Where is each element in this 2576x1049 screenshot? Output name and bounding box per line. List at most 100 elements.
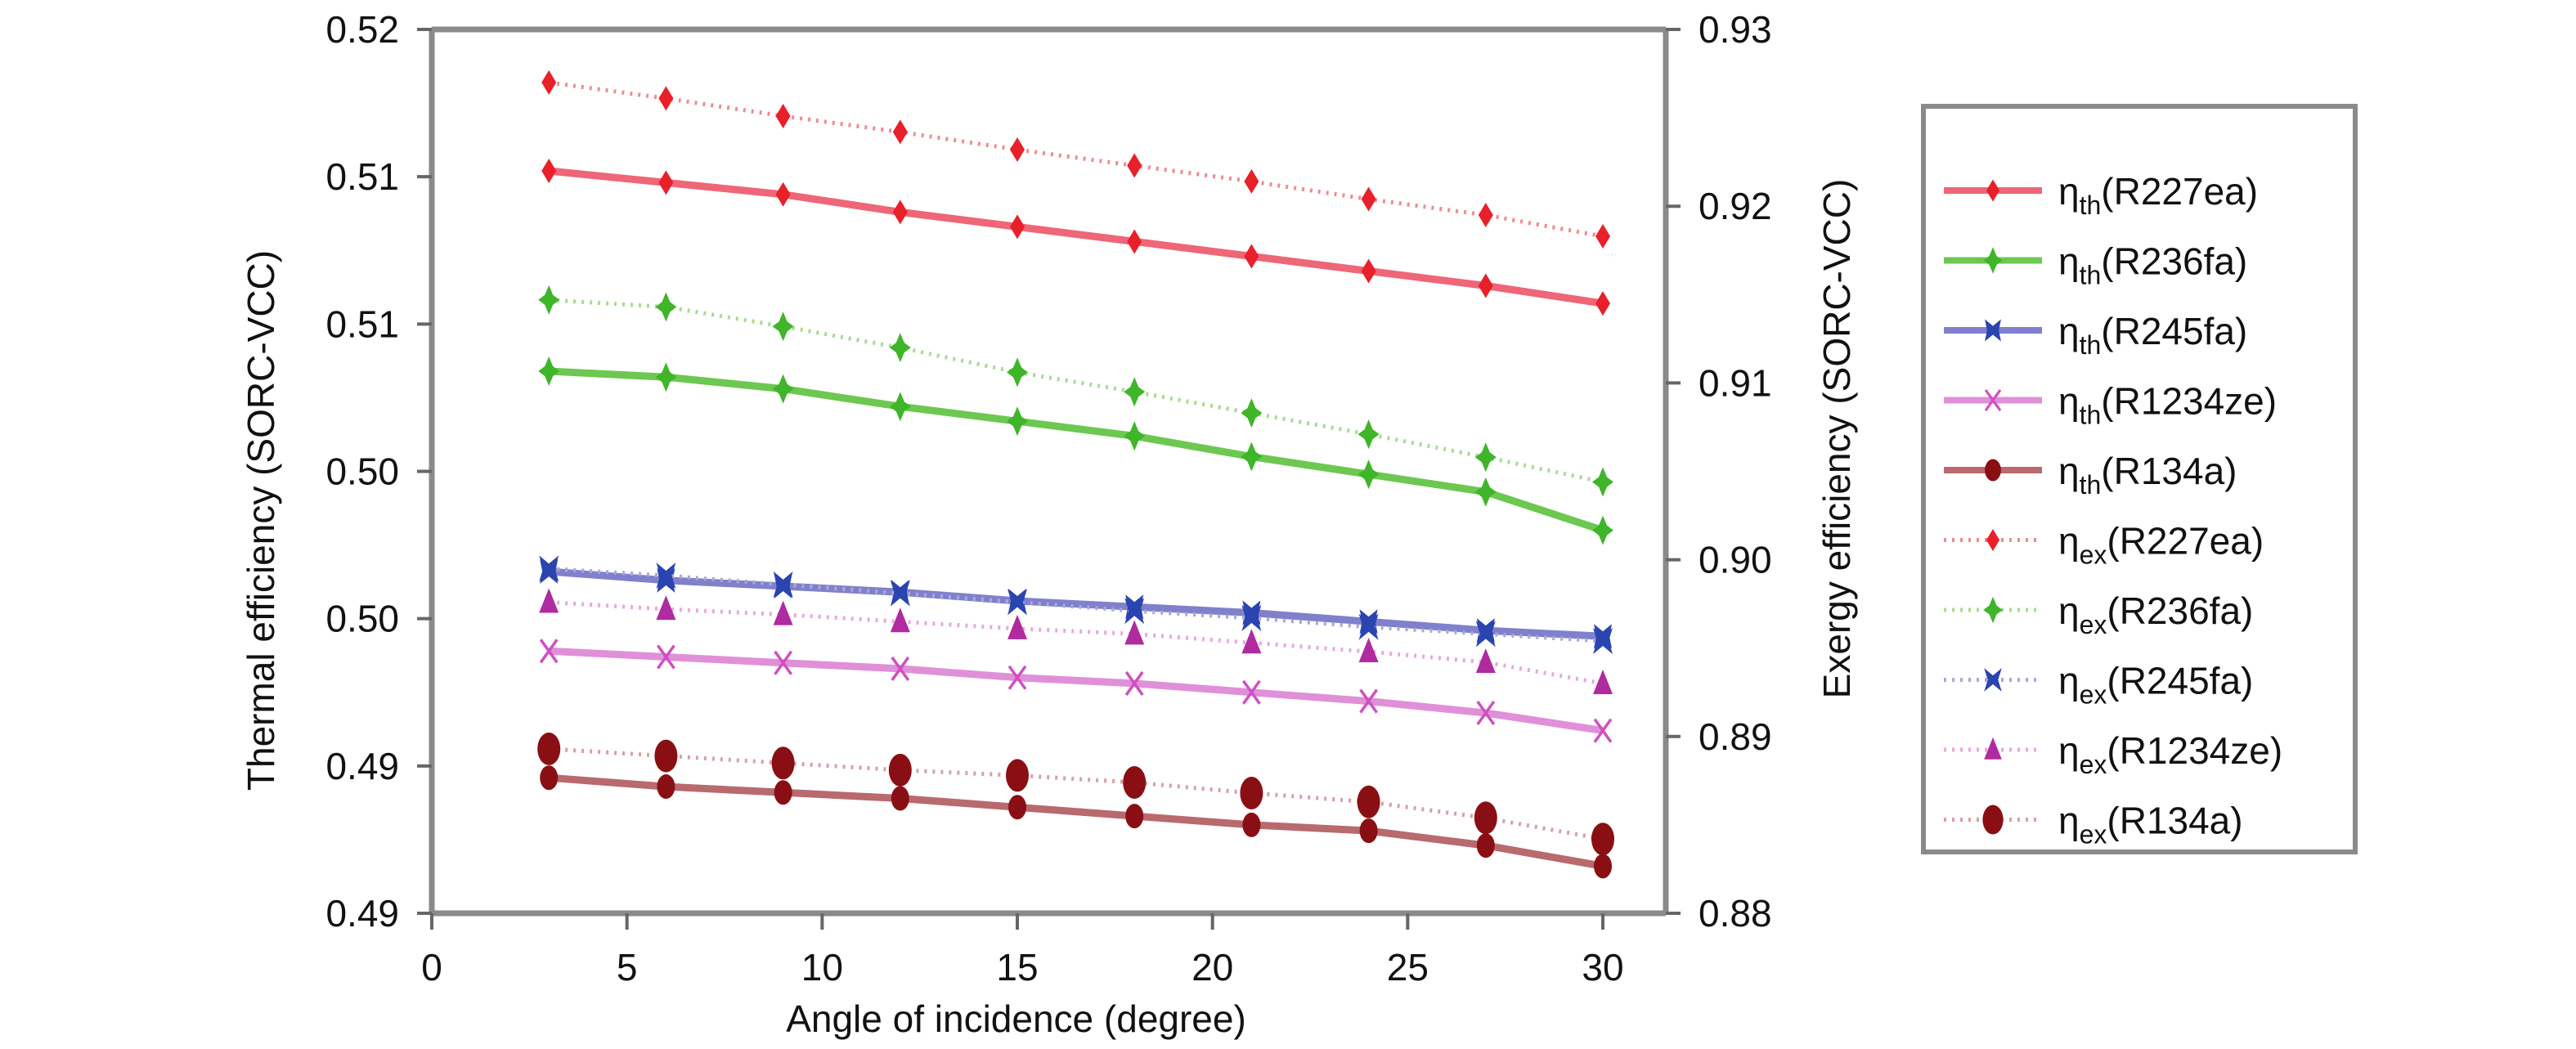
x-tick-label: 30 xyxy=(1582,946,1623,988)
series--th-r236fa- xyxy=(538,356,1613,545)
legend-subscript: th xyxy=(2080,191,2102,220)
data-point xyxy=(654,739,678,773)
legend-item: ηex(R227ea) xyxy=(1944,520,2264,570)
data-point xyxy=(1592,467,1613,497)
data-point xyxy=(656,563,676,590)
data-point xyxy=(1241,604,1262,631)
data-point xyxy=(1010,214,1025,240)
series--ex-r1234ze- xyxy=(539,588,1613,694)
y-left-tick-label: 0.51 xyxy=(325,303,399,345)
series--ex-r245fa- xyxy=(539,555,1613,655)
data-point xyxy=(656,644,675,670)
legend-marker-icon xyxy=(1984,388,2002,412)
legend-symbol: η xyxy=(2058,240,2080,283)
legend-subscript: th xyxy=(2080,261,2102,290)
x-tick-label: 10 xyxy=(801,946,843,988)
legend-symbol: η xyxy=(2058,660,2080,702)
data-point xyxy=(891,786,909,811)
legend-subscript: th xyxy=(2080,330,2102,360)
data-point xyxy=(1123,766,1147,800)
data-point xyxy=(1358,613,1379,640)
data-point xyxy=(1244,168,1259,194)
data-point xyxy=(537,732,561,765)
legend-fluid: (R227ea) xyxy=(2107,520,2264,563)
legend-symbol: η xyxy=(2058,450,2080,492)
series-line xyxy=(548,80,1604,239)
legend-symbol: η xyxy=(2058,800,2080,842)
data-point xyxy=(539,639,559,664)
y-right-tick-label: 0.89 xyxy=(1699,715,1772,758)
legend-marker-icon xyxy=(1986,529,2000,551)
data-point xyxy=(1593,669,1613,694)
x-tick-label: 0 xyxy=(421,946,442,988)
legend: ηth(R227ea)ηth(R236fa)ηth(R245fa)ηth(R12… xyxy=(1921,104,2358,854)
series-line xyxy=(548,367,1604,534)
data-point xyxy=(1593,628,1613,655)
data-point xyxy=(1476,833,1495,858)
data-point xyxy=(1594,854,1612,879)
data-point xyxy=(892,199,908,225)
series-line xyxy=(549,298,1604,484)
data-point xyxy=(890,607,910,633)
x-tick-label: 20 xyxy=(1192,946,1233,988)
legend-fluid: (R245fa) xyxy=(2101,310,2247,352)
legend-label: ηth(R236fa) xyxy=(2058,240,2247,290)
legend-item: ηth(R227ea) xyxy=(1944,170,2258,220)
data-point xyxy=(1478,203,1493,228)
legend-subscript: ex xyxy=(2080,540,2107,570)
data-point xyxy=(772,374,794,404)
data-point xyxy=(1241,442,1263,472)
data-point xyxy=(1124,598,1145,625)
legend-item: ηth(R245fa) xyxy=(1944,310,2247,360)
legend-fluid: (R134a) xyxy=(2101,450,2237,492)
data-point xyxy=(1242,812,1261,837)
legend-marker-icon xyxy=(1985,319,2001,342)
data-point xyxy=(1361,186,1376,212)
data-point xyxy=(1008,795,1026,820)
legend-subscript: th xyxy=(2080,401,2102,430)
data-point xyxy=(538,356,560,386)
data-point xyxy=(1127,229,1142,254)
legend-subscript: ex xyxy=(2080,820,2107,850)
series-line xyxy=(548,647,1604,735)
y-right-tick-label: 0.88 xyxy=(1699,892,1772,935)
data-point xyxy=(1006,759,1029,792)
data-point xyxy=(889,333,911,363)
axis-labels: Angle of incidence (degree) Thermal effi… xyxy=(240,179,1858,1040)
data-point xyxy=(1008,614,1027,639)
y-axis-left-title: Thermal efficiency (SORC-VCC) xyxy=(240,250,282,791)
data-point xyxy=(1358,459,1380,490)
data-point xyxy=(541,158,557,183)
data-point xyxy=(1008,665,1027,690)
legend-symbol: η xyxy=(2058,380,2080,423)
data-point xyxy=(890,580,910,607)
data-point xyxy=(1124,377,1146,407)
legend-marker-icon xyxy=(1984,668,2002,692)
legend-marker-icon xyxy=(1984,737,2002,760)
series--ex-r227ea- xyxy=(541,69,1610,249)
series-layer xyxy=(537,69,1614,879)
data-point xyxy=(1478,273,1493,298)
data-point xyxy=(1359,688,1379,714)
legend-subscript: th xyxy=(2080,470,2102,500)
y-right-tick-label: 0.90 xyxy=(1699,539,1772,581)
legend-marker-icon xyxy=(1982,805,2004,835)
series-line xyxy=(548,567,1604,640)
axes: 0 5 10 15 20 25 30 0.52 0.51 0.51 0.50 0.50 0.49 0.49… xyxy=(325,8,1771,988)
legend-symbol: η xyxy=(2058,310,2080,352)
data-point xyxy=(655,362,677,392)
data-point xyxy=(1475,648,1496,673)
data-point xyxy=(774,650,793,675)
data-point xyxy=(1124,620,1145,645)
y-left-tick-label: 0.50 xyxy=(325,598,399,640)
series--th-r245fa- xyxy=(540,559,1612,649)
data-point xyxy=(1007,357,1028,388)
data-point xyxy=(1475,621,1496,648)
data-point xyxy=(1361,258,1376,284)
legend-label: ηex(R227ea) xyxy=(2058,520,2264,570)
data-point xyxy=(1240,776,1263,809)
data-point xyxy=(773,600,793,625)
legend-fluid: (R227ea) xyxy=(2101,170,2258,213)
data-point xyxy=(1124,421,1146,451)
data-point xyxy=(1241,398,1263,428)
